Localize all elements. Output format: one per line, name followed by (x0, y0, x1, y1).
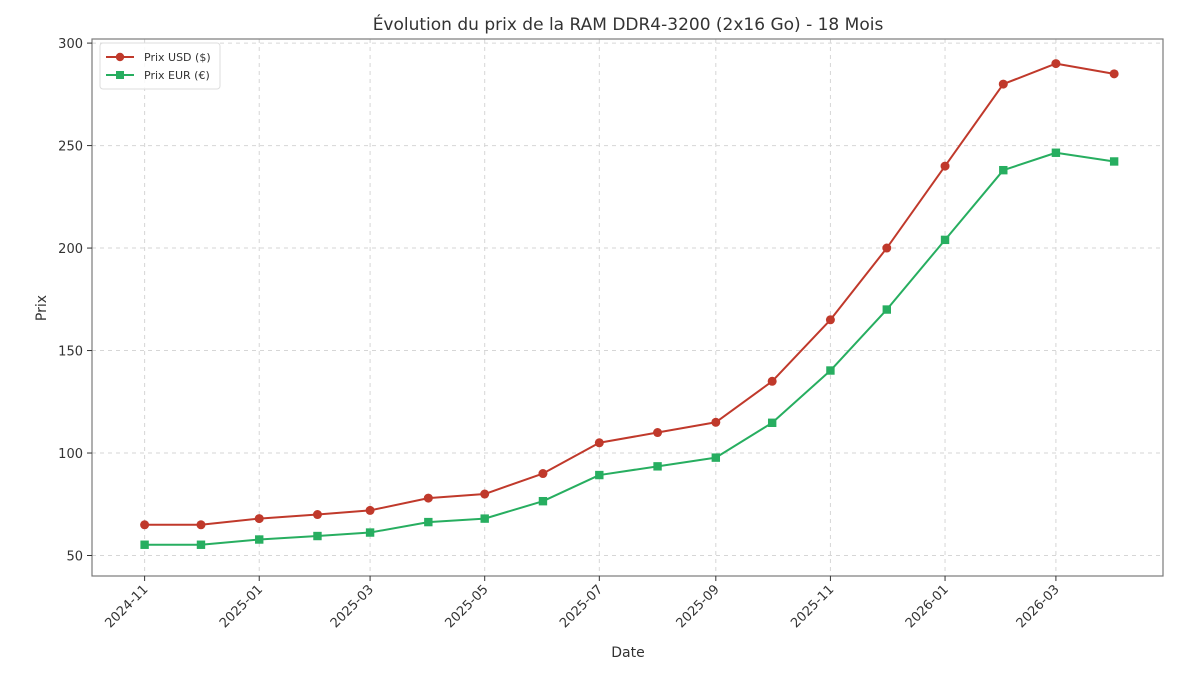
x-tick-label: 2025-09 (674, 582, 723, 631)
data-point (196, 520, 206, 530)
plot-frame (91, 38, 1164, 577)
x-axis: 2024-11 2025-01 2025-03 2025-05 2025-07 2025-… (102, 576, 1063, 631)
data-point (595, 470, 604, 480)
data-point (882, 305, 891, 314)
data-point (1109, 157, 1119, 166)
data-point (653, 462, 662, 471)
data-point (1051, 59, 1061, 69)
data-point (767, 376, 777, 386)
data-point (998, 79, 1008, 89)
data-point (140, 520, 150, 530)
y-tick-label: 50 (66, 550, 83, 565)
data-point (480, 514, 489, 523)
y-tick-label: 300 (58, 37, 83, 52)
data-point (365, 528, 375, 537)
data-point (594, 438, 604, 448)
x-tick-label: 2025-11 (788, 582, 837, 631)
data-point (653, 428, 663, 438)
data-point (255, 535, 264, 544)
data-point (254, 514, 264, 524)
data-point (365, 505, 375, 515)
data-point (424, 517, 433, 527)
x-axis-label: Date (611, 645, 644, 661)
y-axis: 50 100 150 200 250 300 (58, 37, 92, 565)
legend-usd-label: Prix USD ($) (144, 51, 211, 64)
x-tick-label: 2025-07 (557, 582, 606, 631)
series-line (144, 62, 1115, 526)
x-tick-label: 2024-11 (102, 582, 151, 631)
x-tick-label: 2025-01 (217, 582, 266, 631)
x-tick-label: 2025-03 (328, 582, 377, 631)
y-tick-label: 200 (58, 242, 83, 257)
data-point (940, 235, 950, 245)
x-tick-label: 2026-03 (1014, 582, 1063, 631)
y-tick-label: 150 (58, 345, 83, 360)
legend-eur-label: Prix EUR (€) (144, 69, 210, 82)
chart-title: Évolution du prix de la RAM DDR4-3200 (2… (373, 13, 884, 35)
grid (92, 39, 1163, 576)
legend-box (99, 42, 221, 90)
data-point (538, 469, 548, 479)
data-point (882, 243, 892, 253)
series-usd (140, 59, 1119, 530)
data-point (825, 315, 835, 325)
data-point (940, 161, 950, 171)
data-point (999, 165, 1008, 175)
y-axis-label: Prix (34, 295, 50, 321)
data-point (140, 540, 149, 549)
legend-usd-marker (115, 52, 125, 62)
data-point (538, 496, 548, 506)
data-point (1109, 69, 1119, 79)
data-point (313, 531, 322, 541)
data-point (711, 417, 721, 427)
data-point (480, 489, 490, 499)
data-point (826, 366, 835, 375)
y-tick-label: 250 (58, 140, 83, 155)
data-point (1051, 148, 1061, 157)
data-point (312, 510, 322, 520)
data-point (711, 453, 721, 462)
series-line (144, 151, 1115, 546)
series (140, 59, 1119, 549)
y-tick-label: 100 (58, 447, 83, 462)
data-point (767, 418, 777, 427)
data-point (423, 493, 433, 503)
x-tick-label: 2025-05 (443, 582, 492, 631)
legend: Prix USD ($) Prix EUR (€) (99, 42, 221, 90)
x-tick-label: 2026-01 (903, 582, 952, 631)
series-eur (140, 148, 1119, 549)
data-point (196, 540, 206, 549)
legend-eur-marker (116, 71, 124, 79)
